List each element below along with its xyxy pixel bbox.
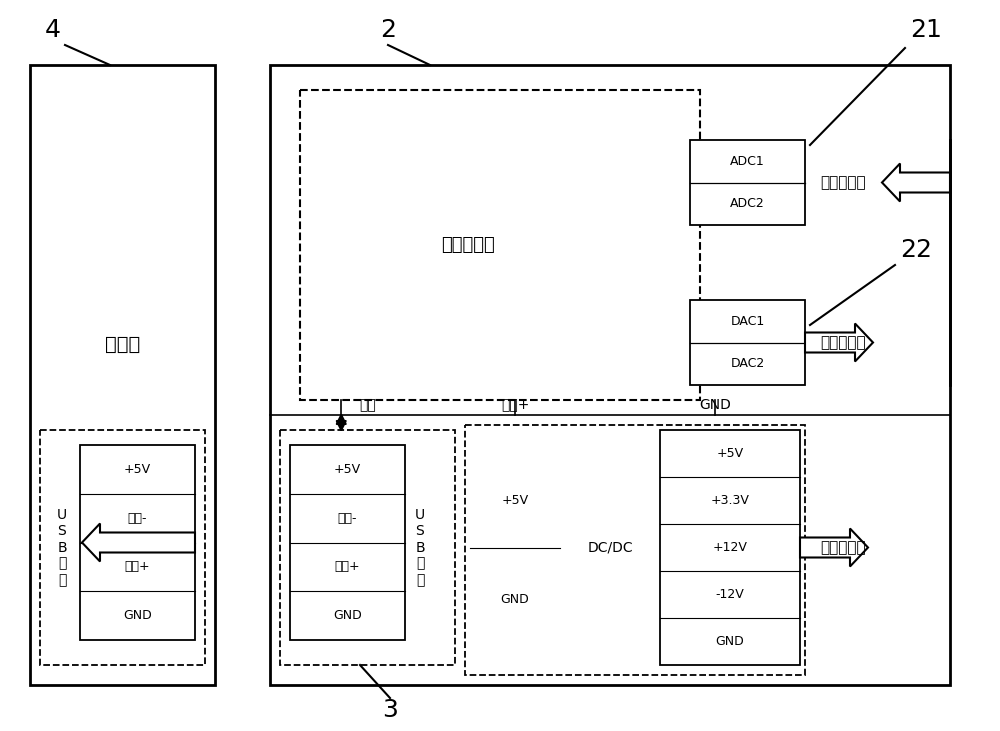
Bar (280, 430, 455, 665)
Bar (690, 300, 805, 385)
Text: 连接板电源: 连接板电源 (820, 540, 866, 555)
Text: 电源+: 电源+ (501, 398, 529, 412)
Text: 3: 3 (382, 698, 398, 722)
Text: 模拟量输入: 模拟量输入 (820, 175, 866, 190)
Text: GND: GND (501, 593, 529, 606)
Text: 数据: 数据 (359, 398, 376, 412)
Bar (465, 425, 805, 675)
Bar (270, 65, 950, 685)
Text: 数据-: 数据- (128, 512, 147, 525)
Text: +3.3V: +3.3V (711, 494, 749, 507)
Text: U
S
B
接
口: U S B 接 口 (57, 508, 67, 587)
Bar (30, 65, 215, 685)
Text: 22: 22 (900, 238, 932, 262)
Text: GND: GND (333, 609, 362, 622)
Text: GND: GND (123, 609, 152, 622)
Text: 数据+: 数据+ (125, 561, 150, 573)
Bar (470, 430, 560, 665)
Bar (690, 140, 805, 225)
Text: 21: 21 (910, 18, 942, 42)
Bar (290, 445, 405, 640)
Text: +12V: +12V (713, 541, 747, 554)
Text: 模拟量输出: 模拟量输出 (820, 335, 866, 350)
Bar (300, 90, 700, 400)
Bar (40, 430, 205, 665)
Text: +5V: +5V (716, 447, 744, 460)
Text: DAC2: DAC2 (730, 357, 765, 370)
Text: 2: 2 (380, 18, 396, 42)
Text: DC/DC: DC/DC (587, 540, 633, 555)
Text: GND: GND (716, 635, 744, 648)
Text: +5V: +5V (124, 463, 151, 476)
Text: -12V: -12V (716, 588, 744, 601)
Text: ADC2: ADC2 (730, 197, 765, 211)
Text: 4: 4 (45, 18, 61, 42)
Polygon shape (805, 324, 873, 362)
Text: 计算机: 计算机 (105, 335, 140, 354)
Polygon shape (82, 523, 195, 561)
Polygon shape (882, 164, 950, 202)
Text: +5V: +5V (501, 494, 529, 507)
Polygon shape (800, 529, 868, 567)
Text: U
S
B
接
口: U S B 接 口 (415, 508, 425, 587)
Text: GND: GND (699, 398, 731, 412)
Text: 数据+: 数据+ (335, 561, 360, 573)
Text: +5V: +5V (334, 463, 361, 476)
Text: 嵌入式装置: 嵌入式装置 (441, 236, 495, 254)
Text: ADC1: ADC1 (730, 155, 765, 167)
Bar (660, 430, 800, 665)
Bar (80, 445, 195, 640)
Text: 数据-: 数据- (338, 512, 357, 525)
Text: DAC1: DAC1 (730, 315, 765, 327)
